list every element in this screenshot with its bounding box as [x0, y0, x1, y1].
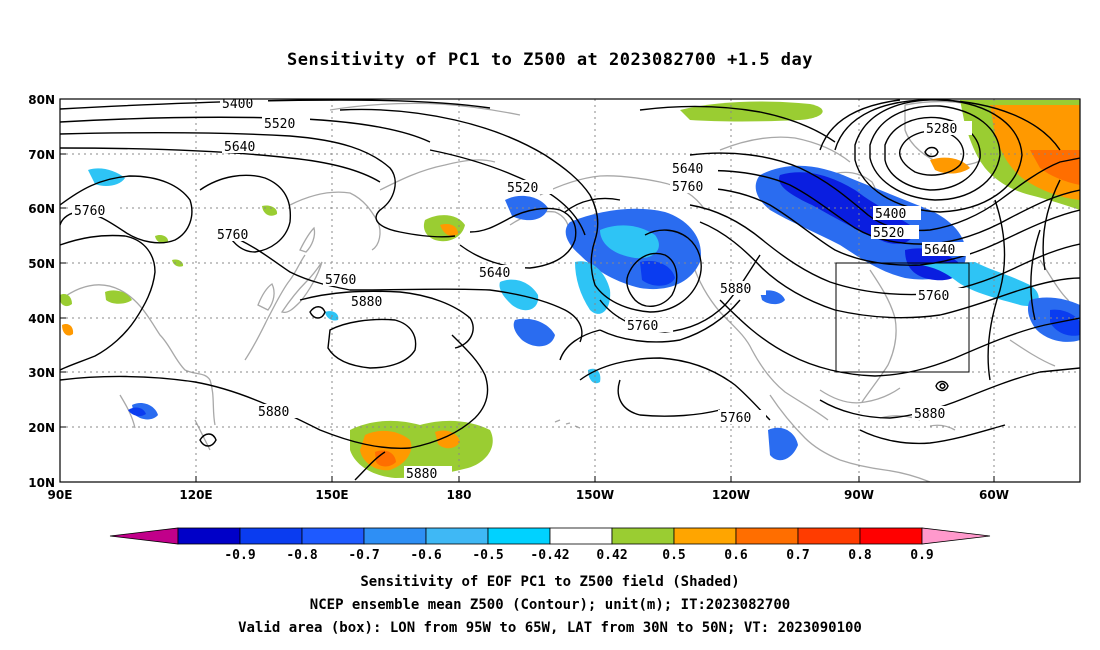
contour-label: 5520	[264, 117, 295, 132]
contour-label: 5640	[672, 162, 703, 177]
lon-label: 150E	[315, 488, 348, 502]
lat-label: 60N	[28, 202, 55, 216]
caption-contour: NCEP ensemble mean Z500 (Contour); unit(…	[309, 597, 791, 613]
lat-label: 80N	[28, 93, 55, 107]
colorbar-arrow-low	[109, 527, 179, 545]
contour-label: 5640	[924, 243, 955, 258]
colorbar-swatch	[177, 527, 241, 545]
contour-label: 5880	[720, 282, 751, 297]
lat-label: 70N	[28, 148, 55, 162]
colorbar-swatch	[735, 527, 799, 545]
caption-valid-area: Valid area (box): LON from 95W to 65W, L…	[238, 620, 862, 636]
colorbar-swatch	[239, 527, 303, 545]
contour-labels: 5400 5520 5640 5760 5760 5520 5640 5760 …	[72, 97, 972, 482]
colorbar-label: 0.9	[910, 548, 933, 563]
contour-label: 5880	[914, 407, 945, 422]
colorbar-swatch	[363, 527, 427, 545]
contour-label: 5760	[74, 204, 105, 219]
lat-label: 10N	[28, 476, 55, 490]
colorbar-label: 0.8	[848, 548, 872, 563]
lat-label: 50N	[28, 257, 55, 271]
colorbar-swatch	[673, 527, 737, 545]
colorbar: -0.9 -0.8 -0.7 -0.6 -0.5 -0.42 0.42 0.5 0.6 0.7 0.…	[109, 527, 991, 563]
contour-label: 5760	[672, 180, 703, 195]
colorbar-label: -0.42	[530, 548, 569, 563]
contour-label: 5880	[258, 405, 289, 420]
contour-label: 5520	[507, 181, 538, 196]
colorbar-label: 0.7	[786, 548, 809, 563]
colorbar-swatch	[487, 527, 551, 545]
colorbar-label: -0.8	[286, 548, 317, 563]
map-area: 5400 5520 5640 5760 5760 5520 5640 5760 …	[60, 97, 1080, 482]
lon-label: 120W	[712, 488, 750, 502]
contour-label: 5640	[224, 140, 255, 155]
colorbar-label: -0.9	[224, 548, 255, 563]
colorbar-label: -0.5	[472, 548, 503, 563]
contour-label: 5760	[720, 411, 751, 426]
colorbar-label: -0.6	[410, 548, 441, 563]
longitude-labels: 90E 120E 150E 180 150W 120W 90W 60W	[48, 488, 1009, 502]
caption-shading: Sensitivity of EOF PC1 to Z500 field (Sh…	[360, 574, 740, 590]
contour-label: 5760	[217, 228, 248, 243]
lon-label: 90E	[48, 488, 73, 502]
lon-label: 180	[446, 488, 471, 502]
lat-label: 40N	[28, 312, 55, 326]
valid-area-box	[835, 262, 970, 373]
lon-label: 90W	[844, 488, 874, 502]
colorbar-label: -0.7	[348, 548, 379, 563]
axis-ticks	[59, 98, 995, 483]
contour-label: 5520	[873, 226, 904, 241]
colorbar-swatch	[859, 527, 923, 545]
colorbar-label: 0.5	[662, 548, 685, 563]
contour-label: 5760	[325, 273, 356, 288]
contour-label: 5400	[875, 207, 906, 222]
colorbar-swatch	[301, 527, 365, 545]
map-frame	[59, 98, 1081, 483]
colorbar-label: 0.6	[724, 548, 748, 563]
map-title: Sensitivity of PC1 to Z500 at 2023082700…	[286, 50, 813, 70]
contour-label: 5880	[351, 295, 382, 310]
colorbar-swatch	[797, 527, 861, 545]
contour-label: 5280	[926, 122, 957, 137]
lat-label: 30N	[28, 366, 55, 380]
contour-label: 5400	[222, 97, 253, 112]
colorbar-swatch	[549, 527, 613, 545]
colorbar-swatch	[425, 527, 489, 545]
contour-label: 5760	[918, 289, 949, 304]
contour-label: 5760	[627, 319, 658, 334]
lon-label: 150W	[576, 488, 614, 502]
colorbar-swatch	[611, 527, 675, 545]
z500-contours	[60, 99, 1080, 481]
lon-label: 120E	[179, 488, 212, 502]
colorbar-label: 0.42	[596, 548, 627, 563]
lon-label: 60W	[979, 488, 1009, 502]
lat-label: 20N	[28, 421, 55, 435]
contour-label: 5880	[406, 467, 437, 482]
contour-label: 5640	[479, 266, 510, 281]
colorbar-arrow-high	[921, 527, 991, 545]
latitude-labels: 80N 70N 60N 50N 40N 30N 20N 10N	[28, 93, 55, 490]
